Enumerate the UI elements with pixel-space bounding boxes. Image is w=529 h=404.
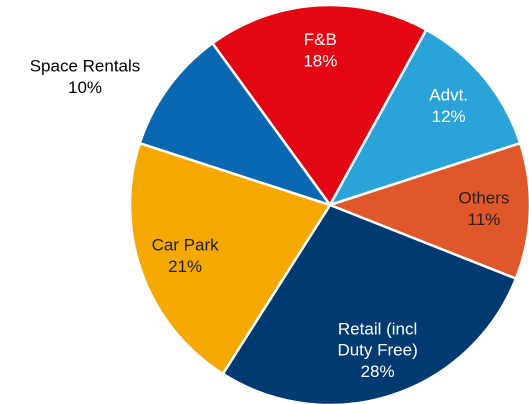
slice-value-label: 11% [468, 210, 501, 229]
slice-label-line: Retail (incl [338, 320, 417, 339]
pie-slice [138, 41, 334, 208]
slice-value-label: 12% [432, 107, 466, 126]
slice-label-line: Advt. [429, 86, 468, 105]
slice-label-line: Space Rentals [30, 57, 141, 76]
slice-label: Advt. [429, 86, 468, 105]
slice-label: Space Rentals [30, 57, 141, 76]
slice-label: Car Park [152, 236, 220, 255]
pie-slice [326, 141, 529, 281]
pie-slice [210, 3, 429, 208]
slice-label-line: Others [458, 189, 509, 208]
slice-label-line: F&B [304, 30, 337, 49]
slice-value-label: 10% [68, 78, 102, 97]
slice-value-label: 28% [361, 362, 395, 381]
slice-label-line: Car Park [152, 236, 220, 255]
slice-label: Others [458, 189, 509, 208]
slice-label-line: Duty Free) [337, 341, 417, 360]
pie-slice [128, 141, 332, 376]
pie-slice [327, 28, 522, 208]
slice-label: F&B [304, 30, 337, 49]
slice-value-label: 21% [168, 257, 202, 276]
pie-slice [221, 203, 518, 404]
slice-value-label: 18% [303, 51, 337, 70]
slice-label: Retail (incl Duty Free) [337, 320, 417, 360]
